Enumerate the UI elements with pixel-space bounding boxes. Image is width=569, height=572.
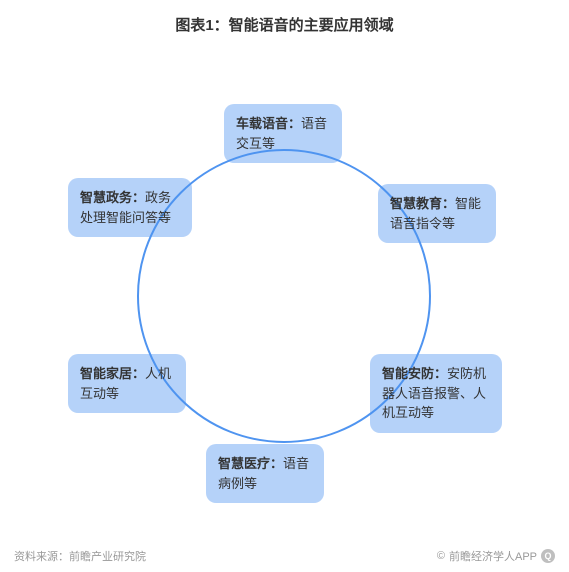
source-text: 资料来源：前瞻产业研究院 (14, 548, 146, 564)
node-edu: 智慧教育：智能语音指令等 (378, 184, 496, 243)
node-label-bold: 智慧政务： (80, 190, 145, 205)
chart-title: 图表1：智能语音的主要应用领域 (0, 0, 569, 35)
circular-diagram: 车载语音：语音交互等 智慧教育：智能语音指令等 智能安防：安防机器人语音报警、人… (0, 38, 569, 528)
node-label-bold: 车载语音： (236, 116, 301, 131)
node-med: 智慧医疗：语音病例等 (206, 444, 324, 503)
copyright-symbol: © (437, 550, 445, 562)
node-label-bold: 智慧教育： (390, 196, 455, 211)
node-label-bold: 智能家居： (80, 366, 145, 381)
footer: 资料来源：前瞻产业研究院 © 前瞻经济学人APP Q (14, 548, 555, 564)
node-label-bold: 智慧医疗： (218, 456, 283, 471)
node-sec: 智能安防：安防机器人语音报警、人机互动等 (370, 354, 502, 433)
node-label-bold: 智能安防： (382, 366, 447, 381)
node-gov: 智慧政务：政务处理智能问答等 (68, 178, 192, 237)
brand-logo-icon: Q (541, 549, 555, 563)
brand-block: © 前瞻经济学人APP Q (437, 548, 555, 564)
node-home: 智能家居：人机互动等 (68, 354, 186, 413)
node-che: 车载语音：语音交互等 (224, 104, 342, 163)
brand-text: 前瞻经济学人APP (449, 548, 537, 564)
